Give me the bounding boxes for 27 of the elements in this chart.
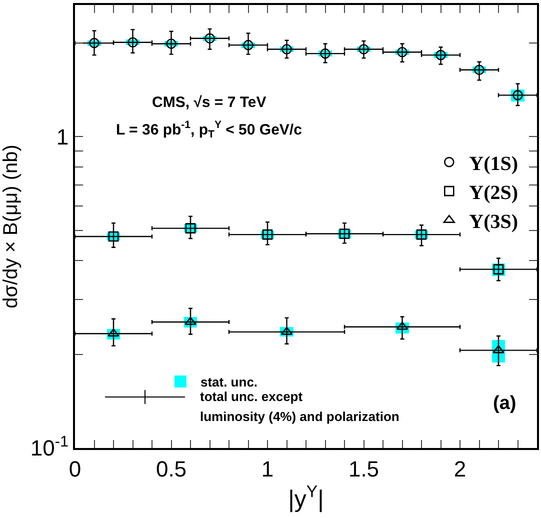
legend-label: stat. unc. (200, 374, 258, 390)
legend-label: Υ(1S) (469, 152, 518, 175)
y-axis-title: dσ/dy × B(μμ) (nb) (0, 144, 22, 308)
x-tick-label: 0.5 (156, 456, 187, 482)
annotation: (a) (493, 393, 516, 414)
point (184, 316, 196, 325)
x-tick-label: 2 (454, 456, 466, 482)
point (204, 33, 215, 44)
annotation: CMS, √s = 7 TeV (152, 94, 266, 111)
point (128, 37, 138, 48)
annotation: L = 36 pb$^{-1}$, p$_{T}$$^{Υ}$ < 50 GeV/c (116, 119, 302, 140)
point (89, 38, 100, 48)
annotation: luminosity (4%) and polarization (200, 409, 400, 424)
x-tick-label: 1.5 (348, 456, 380, 482)
y-tick-label: 10$^{-1}$ (30, 433, 69, 461)
legend-label: Υ(2S) (469, 182, 518, 204)
point (320, 48, 330, 59)
point (108, 328, 120, 337)
legend-label: Υ(3S) (469, 210, 518, 233)
x-tick-label: 0 (68, 456, 82, 482)
x-axis-title: |y$^{Υ}$| (288, 482, 324, 514)
point (436, 50, 446, 60)
point (243, 40, 254, 50)
point (397, 46, 408, 58)
x-tick-label: 1 (261, 456, 274, 482)
annotation: total unc. except (200, 389, 304, 404)
point (166, 38, 176, 49)
